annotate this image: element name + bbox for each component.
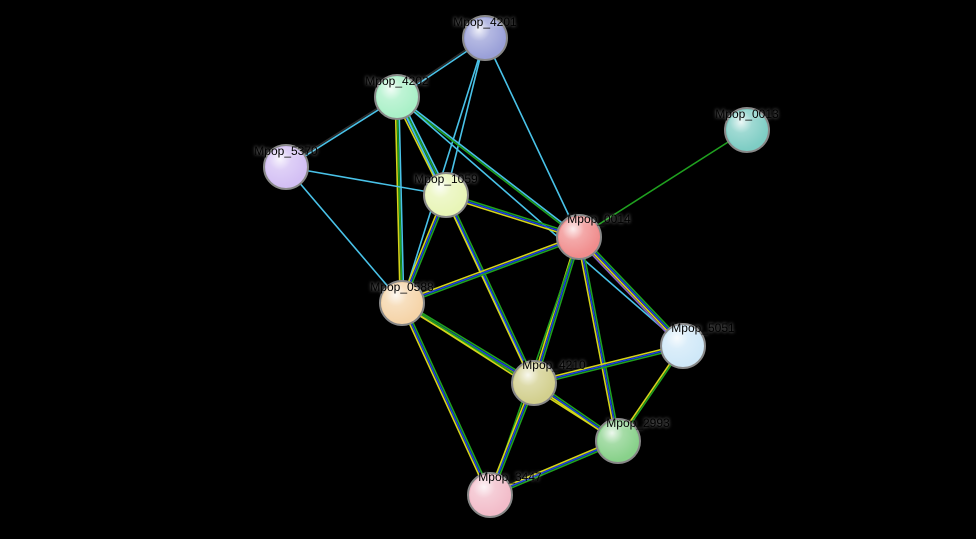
node-Mpop_4202[interactable] [375, 75, 419, 119]
edge [398, 96, 580, 236]
edge [397, 97, 683, 346]
edge [581, 237, 620, 441]
node-Mpop_5051[interactable] [661, 324, 705, 368]
node-Mpop_0014[interactable] [557, 215, 601, 259]
node-Mpop_2993[interactable] [596, 419, 640, 463]
edge [286, 167, 402, 303]
edge [400, 304, 488, 496]
node-Mpop_4210[interactable] [512, 361, 556, 405]
node-Mpop_1059[interactable] [424, 173, 468, 217]
node-Mpop_0013[interactable] [725, 108, 769, 152]
node-Mpop_4201[interactable] [463, 16, 507, 60]
node-Mpop_5370[interactable] [264, 145, 308, 189]
edge [485, 38, 579, 237]
nodes-layer [264, 16, 769, 517]
edges-layer [286, 37, 747, 496]
network-graph [0, 0, 976, 539]
edge [396, 98, 578, 238]
edge [448, 194, 536, 382]
node-Mpop_3447[interactable] [468, 473, 512, 517]
edge [286, 167, 446, 195]
node-Mpop_0588[interactable] [380, 281, 424, 325]
edge [579, 130, 747, 237]
edge [402, 38, 485, 303]
